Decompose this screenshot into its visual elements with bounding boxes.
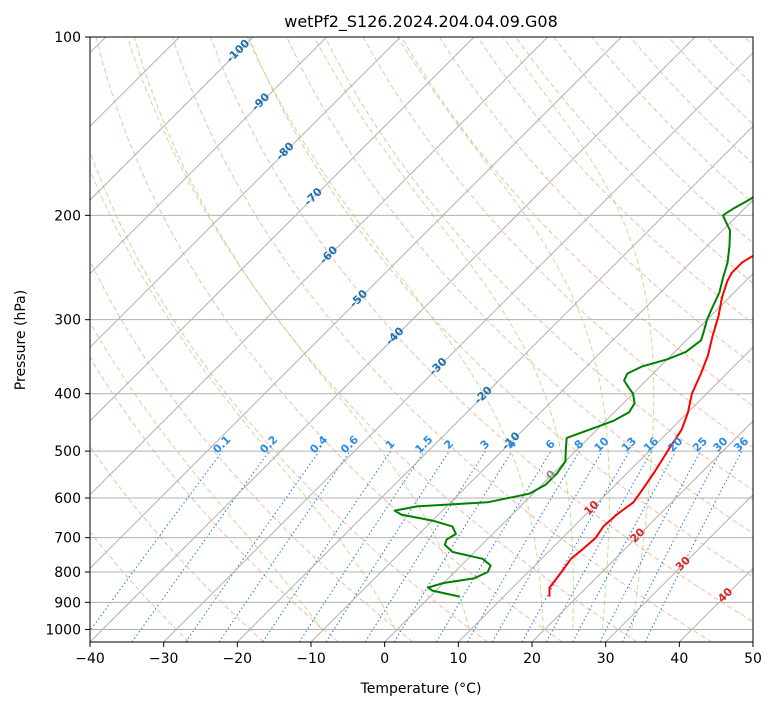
y-tick-label: 100 bbox=[54, 30, 81, 46]
background-lines bbox=[90, 37, 753, 642]
moist-adiabat bbox=[502, 37, 655, 630]
dry-adiabat bbox=[90, 356, 339, 642]
y-tick-label: 1000 bbox=[45, 622, 81, 638]
mixing-ratio-line bbox=[185, 450, 320, 642]
moist-adiabat bbox=[126, 37, 470, 630]
x-tick-label: −30 bbox=[149, 651, 179, 667]
isotherm-line bbox=[90, 37, 254, 201]
x-tick-label: 50 bbox=[744, 651, 762, 667]
isotherm-line bbox=[384, 272, 753, 642]
mixing-ratio-line bbox=[644, 450, 743, 642]
isotherm-line bbox=[236, 125, 753, 642]
y-axis-label: Pressure (hPa) bbox=[13, 290, 29, 390]
y-tick-label: 200 bbox=[54, 208, 81, 224]
x-tick-label: 0 bbox=[380, 651, 389, 667]
isotherm-line bbox=[605, 493, 753, 642]
mixing-ratio-line bbox=[90, 450, 223, 632]
isotherm-line bbox=[90, 37, 696, 642]
y-tick-label: 300 bbox=[54, 313, 81, 329]
mixing-ratio-line bbox=[393, 450, 513, 642]
isotherm-line bbox=[90, 37, 475, 422]
dry-adiabat bbox=[400, 37, 753, 407]
moist-adiabat bbox=[313, 37, 574, 630]
mixing-ratio-line bbox=[262, 450, 392, 642]
isotherm-line bbox=[163, 51, 753, 642]
dry-adiabat bbox=[248, 37, 753, 578]
profile-series bbox=[393, 195, 753, 598]
plot-area bbox=[90, 37, 753, 642]
moist-adiabat bbox=[90, 321, 322, 630]
profile-line bbox=[548, 254, 753, 597]
isotherm-line bbox=[310, 199, 753, 642]
x-tick-label: 10 bbox=[449, 651, 467, 667]
dry-adiabat bbox=[133, 37, 638, 642]
dry-adiabat bbox=[438, 37, 753, 366]
y-tick-label: 600 bbox=[54, 491, 81, 507]
dry-adiabat bbox=[171, 37, 712, 642]
mixing-ratio-line bbox=[298, 450, 425, 642]
moist-adiabat bbox=[397, 37, 610, 630]
moist-adiabat bbox=[246, 37, 544, 630]
x-tick-label: −10 bbox=[296, 651, 326, 667]
isotherm-line bbox=[531, 420, 753, 642]
y-tick-label: 700 bbox=[54, 531, 81, 547]
dry-adiabat bbox=[90, 445, 264, 642]
mixing-ratio-line bbox=[325, 450, 450, 642]
isotherm-line bbox=[90, 37, 328, 275]
y-tick-label: 900 bbox=[54, 595, 81, 611]
dry-adiabat bbox=[515, 37, 753, 284]
dry-adiabat bbox=[90, 531, 190, 642]
y-tick-label: 500 bbox=[54, 444, 81, 460]
x-tick-label: 20 bbox=[523, 651, 541, 667]
mixing-ratio-line bbox=[545, 450, 653, 642]
grid-lines bbox=[90, 37, 753, 642]
dry-adiabat bbox=[90, 150, 488, 642]
x-tick-label: 40 bbox=[670, 651, 688, 667]
moist-adiabat bbox=[90, 168, 396, 630]
isotherm-line bbox=[752, 641, 753, 642]
dry-adiabat bbox=[95, 37, 563, 642]
x-tick-label: −20 bbox=[223, 651, 253, 667]
x-tick-label: 30 bbox=[597, 651, 615, 667]
mixing-ratio-line bbox=[572, 450, 677, 642]
y-tick-label: 800 bbox=[54, 565, 81, 581]
isotherm-line bbox=[90, 37, 622, 570]
profile-line bbox=[393, 195, 753, 598]
isotherm-line bbox=[90, 37, 401, 349]
y-tick-label: 400 bbox=[54, 387, 81, 403]
mixing-ratio-line bbox=[218, 450, 351, 642]
mixing-ratio-line bbox=[521, 450, 630, 642]
isotherm-line bbox=[90, 37, 549, 496]
dry-adiabat bbox=[324, 37, 753, 491]
isotherm-line bbox=[457, 346, 753, 642]
plot-frame bbox=[89, 36, 754, 643]
dry-adiabat bbox=[210, 37, 753, 623]
axis-ticks: −40 −30 −20 −10 0 10 20 30 40 50 100 200 300 400 500 60… bbox=[45, 30, 762, 667]
chart-title: wetPf2_S126.2024.204.04.09.G08 bbox=[284, 12, 558, 32]
mixing-ratio-line bbox=[131, 450, 270, 642]
x-axis-label: Temperature (°C) bbox=[360, 681, 482, 697]
x-tick-label: −40 bbox=[75, 651, 105, 667]
